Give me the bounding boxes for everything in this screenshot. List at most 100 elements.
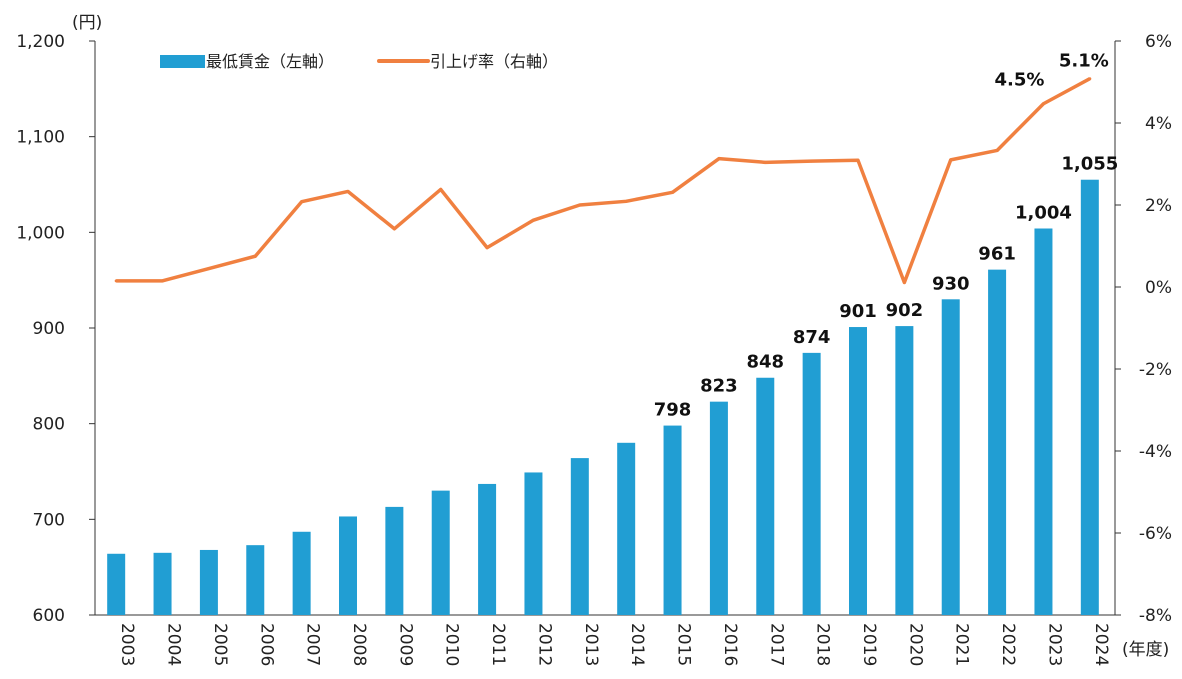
rate-point-2006 [253, 254, 257, 258]
line-data-label: 5.1% [1059, 51, 1109, 72]
bar-data-label: 902 [886, 300, 924, 321]
rate-point-2013 [578, 203, 582, 207]
right-tick-label: 0% [1145, 278, 1172, 298]
legend-label-bar: 最低賃金（左軸） [206, 52, 334, 71]
bar-2012 [524, 472, 543, 615]
bar-2011 [478, 483, 497, 615]
rate-point-2016 [717, 157, 721, 161]
rate-point-2014 [624, 199, 628, 203]
right-tick-label: 6% [1145, 32, 1172, 52]
bar-2004 [153, 552, 172, 615]
bar-data-label: 874 [793, 327, 831, 348]
right-tick-label: 4% [1145, 114, 1172, 134]
x-tick-label: 2004 [164, 623, 184, 666]
rate-point-2024 [1088, 77, 1092, 81]
line-data-label: 4.5% [994, 70, 1044, 91]
x-tick-label: 2014 [627, 623, 647, 666]
rate-point-2004 [161, 279, 165, 283]
rate-point-2007 [300, 200, 304, 204]
rate-point-2003 [114, 279, 118, 283]
x-tick-label: 2008 [349, 623, 369, 666]
rate-point-2015 [671, 190, 675, 194]
bar-2003 [107, 553, 126, 615]
right-tick-label: -8% [1139, 606, 1172, 626]
x-tick-label: 2023 [1044, 623, 1064, 666]
bar-data-label: 848 [746, 352, 784, 373]
bar-2022 [988, 269, 1007, 615]
x-tick-label: 2017 [766, 623, 786, 666]
x-tick-label: 2021 [952, 623, 972, 666]
x-tick-label: 2015 [674, 623, 694, 666]
rate-point-2018 [810, 159, 814, 163]
bar-2024 [1080, 179, 1099, 615]
rate-point-2017 [763, 160, 767, 164]
bar-2010 [431, 490, 450, 615]
bar-2019 [849, 327, 867, 615]
legend-label-line: 引上げ率（右軸） [430, 52, 558, 71]
x-tick-label: 2018 [813, 623, 833, 666]
rate-point-2008 [346, 189, 350, 193]
rate-point-2022 [995, 148, 999, 152]
bar-data-label: 1,055 [1061, 154, 1118, 175]
rate-point-2011 [485, 246, 489, 250]
rate-point-2012 [531, 218, 535, 222]
x-axis-unit: (年度) [1122, 640, 1169, 660]
left-tick-label: 600 [33, 606, 65, 626]
right-tick-label: -4% [1139, 442, 1172, 462]
bar-2015 [663, 425, 682, 615]
x-tick-label: 2012 [534, 623, 554, 666]
bar-2016 [709, 401, 728, 615]
bar-2006 [246, 545, 265, 615]
bar-2013 [570, 458, 589, 615]
bar-data-label: 961 [978, 244, 1016, 265]
x-tick-label: 2024 [1091, 623, 1111, 666]
bar-data-label: 930 [932, 273, 970, 294]
bar-2018 [802, 352, 821, 615]
bar-data-label: 1,004 [1015, 203, 1072, 224]
bar-data-label: 901 [839, 301, 877, 322]
bar-2009 [385, 506, 404, 615]
x-tick-label: 2010 [442, 623, 462, 666]
x-tick-label: 2011 [488, 623, 508, 666]
rate-point-2010 [439, 187, 443, 191]
x-tick-label: 2007 [303, 623, 323, 666]
x-tick-label: 2016 [720, 623, 740, 666]
bar-data-label: 823 [700, 376, 738, 397]
bar-2023 [1034, 228, 1053, 616]
x-tick-label: 2003 [117, 623, 137, 666]
bar-data-label: 798 [654, 400, 692, 421]
x-tick-label: 2005 [210, 623, 230, 666]
x-tick-label: 2022 [998, 623, 1018, 666]
legend-swatch-bar [160, 55, 205, 68]
left-tick-label: 1,100 [16, 128, 65, 148]
bar-2014 [617, 442, 636, 615]
rate-point-2005 [207, 267, 211, 271]
bar-2017 [756, 377, 775, 615]
bar-2008 [339, 516, 357, 615]
bar-2005 [199, 549, 218, 615]
left-tick-label: 1,000 [16, 223, 65, 243]
left-tick-label: 900 [33, 319, 65, 339]
x-tick-label: 2020 [905, 623, 925, 666]
left-tick-label: 1,200 [16, 32, 65, 52]
left-tick-label: 700 [33, 510, 65, 530]
x-tick-label: 2013 [581, 623, 601, 666]
right-tick-label: -6% [1139, 524, 1172, 544]
left-axis-unit: (円) [72, 13, 102, 33]
bar-2021 [941, 299, 960, 615]
bar-2020 [895, 326, 914, 615]
rate-point-2019 [856, 158, 860, 162]
left-tick-label: 800 [33, 415, 65, 435]
rate-point-2009 [392, 227, 396, 231]
rate-point-2020 [902, 280, 906, 284]
bar-2007 [292, 531, 311, 615]
right-tick-label: -2% [1139, 360, 1172, 380]
rate-point-2021 [949, 158, 953, 162]
x-tick-label: 2009 [395, 623, 415, 666]
rate-line [116, 77, 1091, 285]
x-tick-label: 2006 [256, 623, 276, 666]
x-tick-label: 2019 [859, 623, 879, 666]
right-tick-label: 2% [1145, 196, 1172, 216]
rate-point-2023 [1041, 102, 1045, 106]
